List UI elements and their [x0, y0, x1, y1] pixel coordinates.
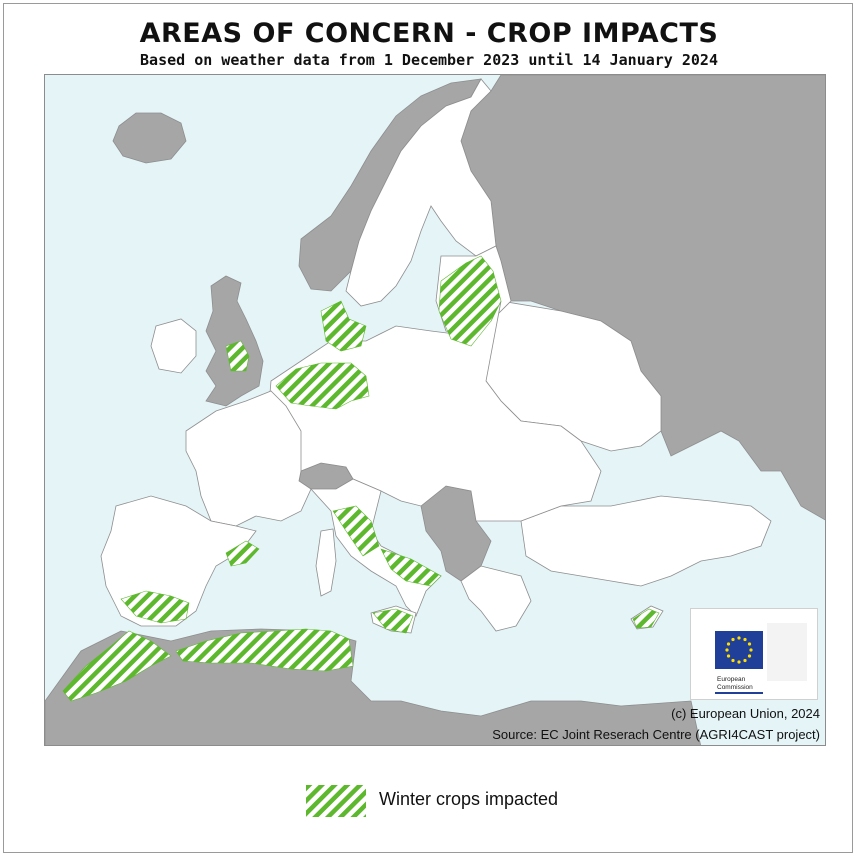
map-title: AREAS OF CONCERN - CROP IMPACTS [139, 18, 719, 49]
impacted-algeria-tunisia [175, 628, 354, 672]
european-commission-logo: European Commission [690, 608, 818, 700]
impacted-netherlands-germany [275, 362, 370, 410]
impacted-denmark [320, 300, 367, 352]
map-subtitle: Based on weather data from 1 December 20… [140, 51, 718, 69]
impacted-areas[interactable] [62, 255, 660, 702]
impacted-southern-italy [380, 548, 442, 587]
ireland [150, 318, 197, 374]
iceland [112, 112, 187, 164]
impacted-northern-england [225, 340, 250, 372]
impacted-northern-italy [332, 505, 380, 557]
sardinia-corsica [315, 528, 337, 597]
logo-line2: Commission [717, 684, 753, 691]
impacted-baltics [438, 255, 502, 347]
hatch-swatch-icon [306, 785, 366, 817]
greece [460, 565, 532, 632]
copyright-text: (c) European Union, 2024 [671, 706, 820, 721]
france [185, 390, 312, 527]
impacted-sicily [372, 608, 414, 634]
impacted-morocco [62, 630, 172, 702]
impacted-eastern-spain [225, 540, 260, 567]
eu-stars-icon [725, 636, 753, 664]
logo-line1: European [717, 676, 746, 683]
uk [205, 275, 264, 407]
source-text: Source: EC Joint Reserach Centre (AGRI4C… [492, 727, 820, 742]
impacted-southern-spain [120, 590, 190, 624]
impacted-cyprus [632, 608, 660, 629]
legend-label: Winter crops impacted [379, 789, 559, 809]
scandinavia-eu [345, 78, 497, 307]
central-europe [265, 300, 602, 522]
turkey [520, 495, 772, 587]
